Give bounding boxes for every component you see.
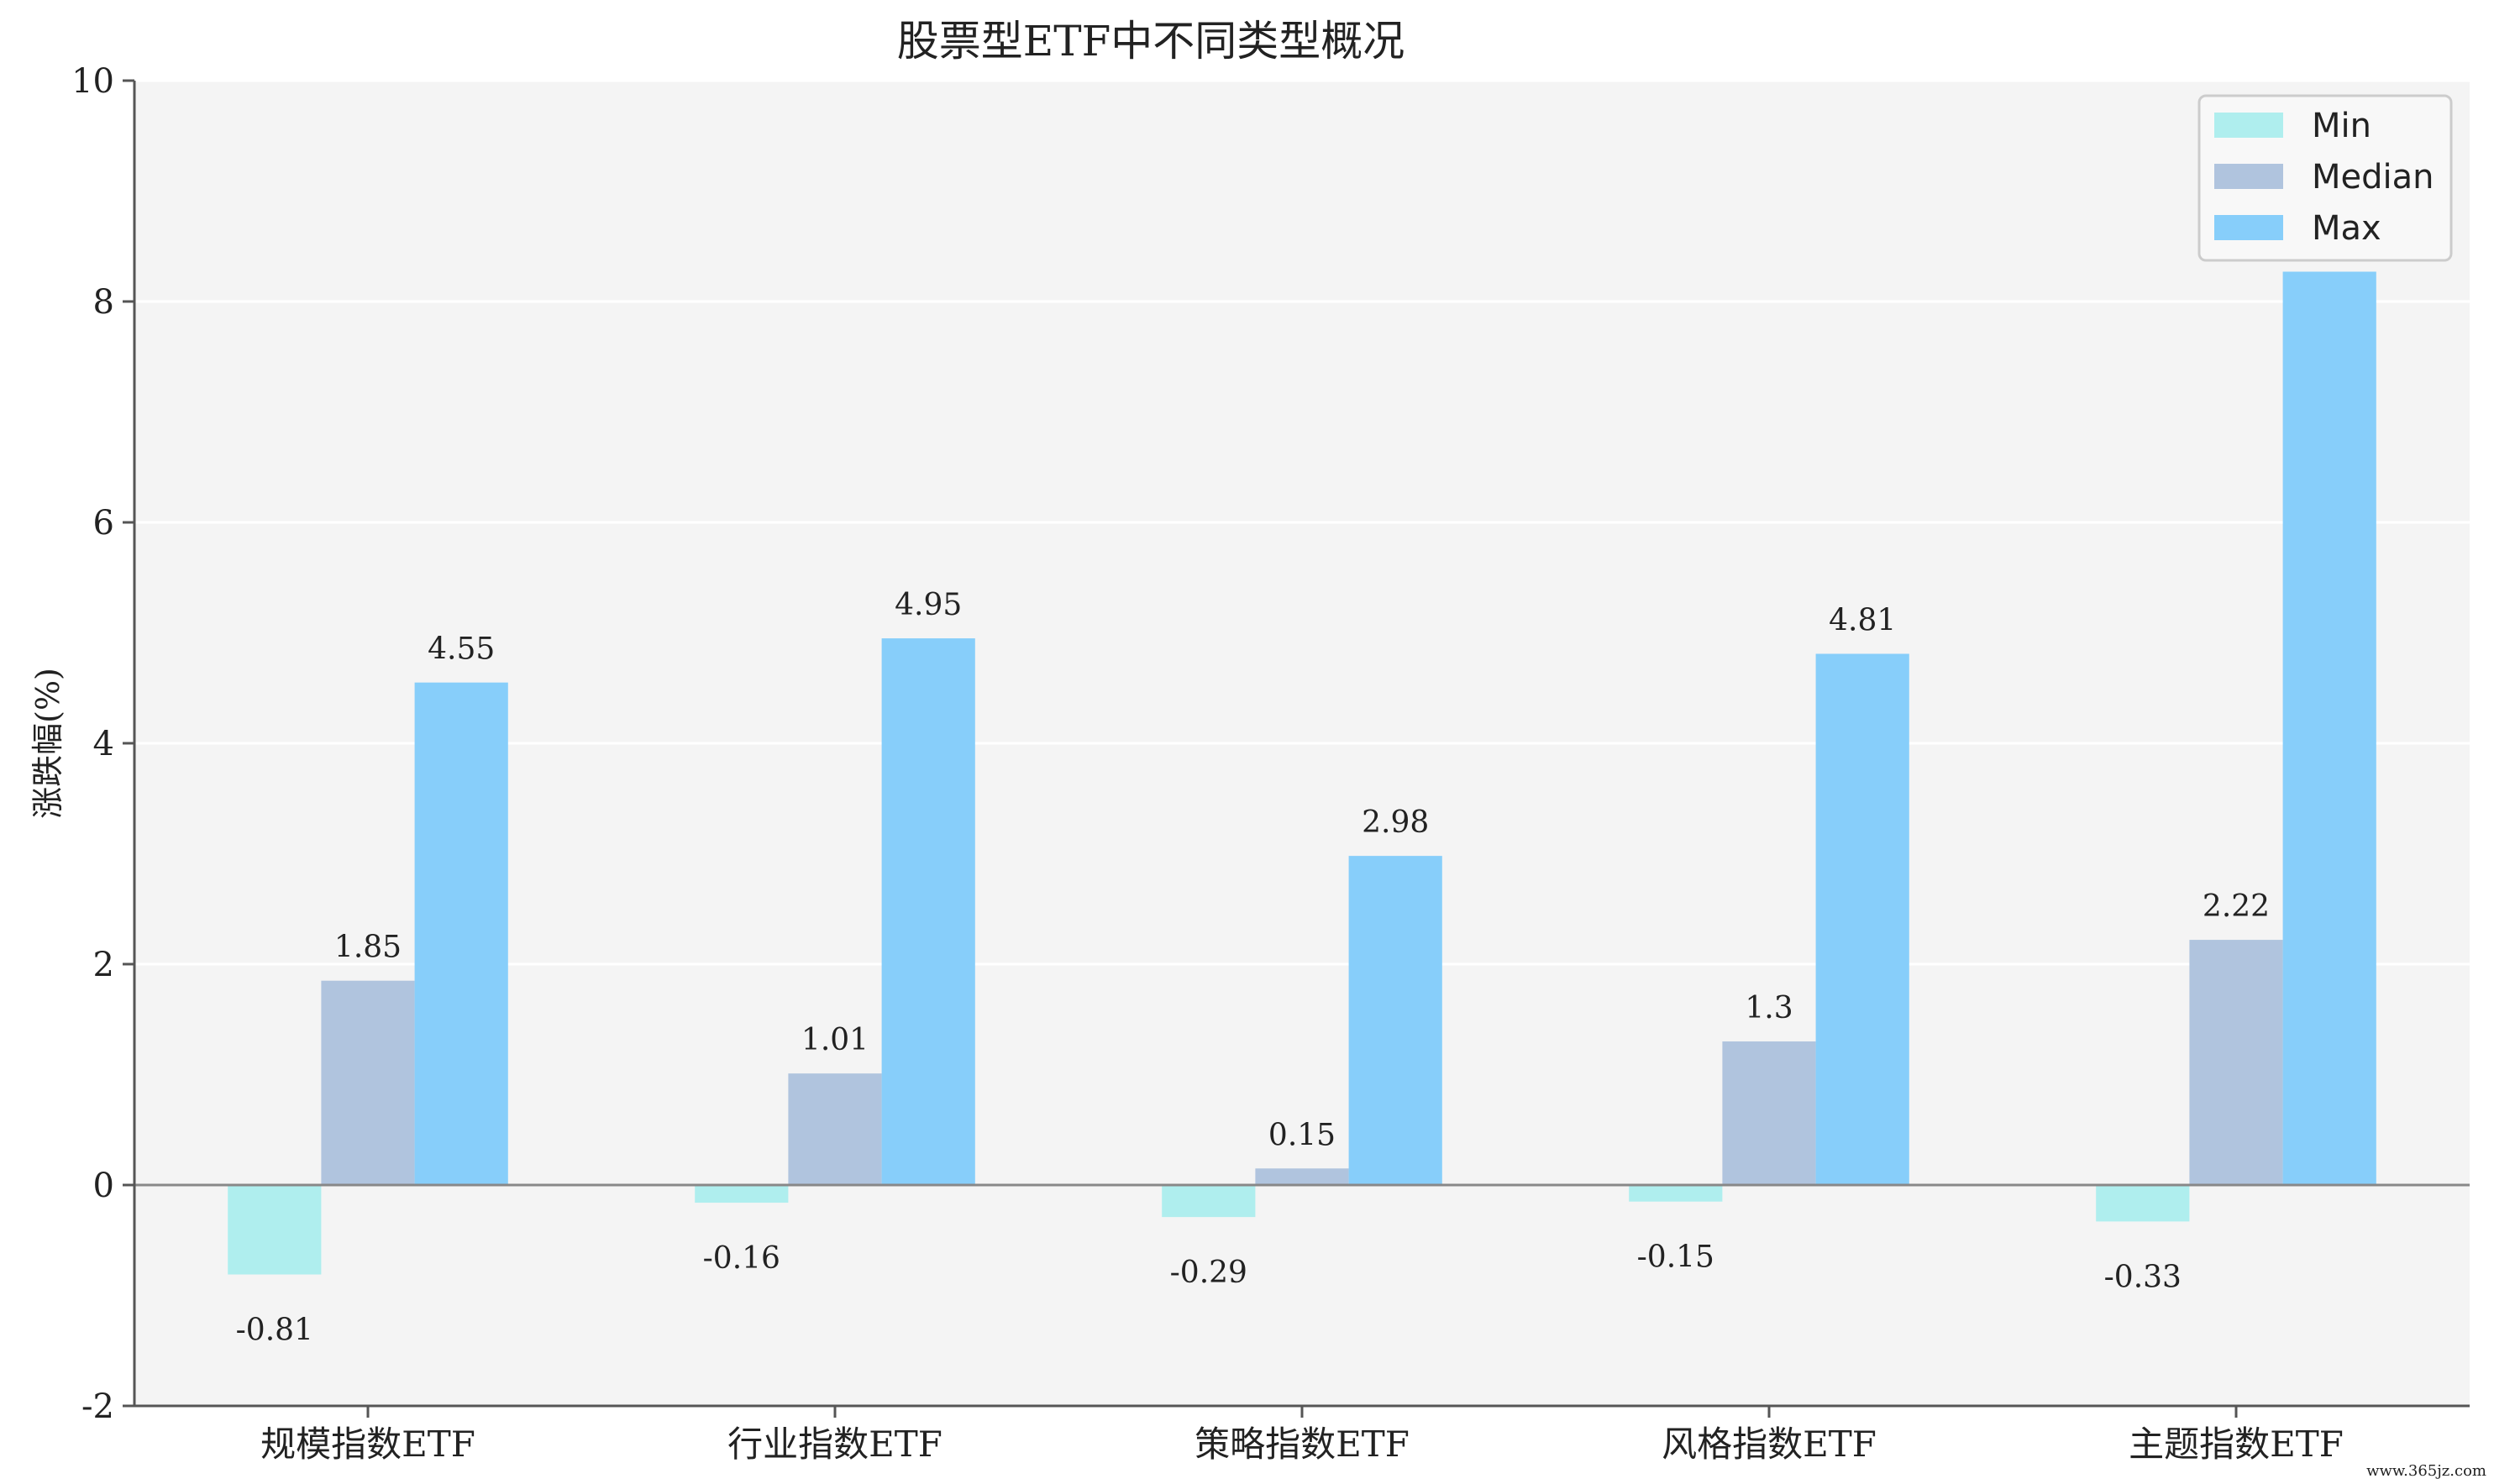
legend-label: Median [2312, 158, 2434, 197]
legend-swatch [2214, 215, 2283, 240]
bar-max [1815, 653, 1909, 1185]
y-tick-label: 4 [93, 725, 114, 763]
bar-median [2189, 940, 2283, 1185]
bar-max [1348, 856, 1442, 1185]
data-label: -0.33 [2104, 1260, 2182, 1294]
y-axis-label: 涨跌幅(%) [29, 668, 66, 819]
bar-max [2282, 271, 2376, 1185]
legend: Min Median Max [2197, 94, 2453, 262]
x-axis-ticks: 规模指数ETF 行业指数ETF 策略指数ETF 风格指数ETF 主题指数ETF [260, 1406, 2344, 1465]
y-tick-label: 6 [93, 504, 114, 543]
data-label: 4.95 [895, 588, 962, 622]
data-label: 1.01 [801, 1023, 869, 1057]
bars [228, 271, 2376, 1275]
bar-median [788, 1073, 882, 1185]
x-tick-label: 风格指数ETF [1662, 1424, 1877, 1465]
x-tick-label: 行业指数ETF [727, 1424, 942, 1465]
data-label: -0.16 [703, 1241, 780, 1276]
y-tick-label: 10 [71, 62, 114, 101]
bar-median [321, 980, 415, 1185]
bar-median [1255, 1168, 1349, 1185]
bar-median [1722, 1041, 1816, 1185]
legend-swatch [2214, 113, 2283, 138]
legend-swatch [2214, 164, 2283, 189]
data-label: 2.22 [2203, 889, 2270, 924]
data-label: 1.85 [334, 931, 402, 965]
data-label: 4.81 [1829, 603, 1896, 637]
y-tick-label: -2 [81, 1387, 114, 1426]
legend-label: Min [2312, 107, 2371, 145]
y-tick-label: 2 [93, 946, 114, 984]
data-label: -0.81 [236, 1314, 313, 1348]
watermark: www.365jz.com [2366, 1462, 2486, 1480]
bar-min [1629, 1185, 1723, 1202]
x-tick-label: 主题指数ETF [2129, 1424, 2344, 1465]
bar-min [2096, 1185, 2190, 1222]
bar-max [881, 638, 975, 1185]
bar-min [1162, 1185, 1256, 1218]
y-tick-label: 8 [93, 283, 114, 322]
data-label: -0.15 [1637, 1240, 1714, 1275]
chart-title: 股票型ETF中不同类型概况 [897, 17, 1405, 66]
x-tick-label: 规模指数ETF [260, 1424, 475, 1465]
y-tick-label: 0 [93, 1167, 114, 1205]
data-label: 0.15 [1268, 1118, 1336, 1152]
data-label: 4.55 [428, 632, 495, 667]
legend-label: Max [2312, 209, 2381, 248]
x-tick-label: 策略指数ETF [1194, 1424, 1410, 1465]
bar-max [414, 682, 508, 1185]
data-label: 1.3 [1745, 991, 1793, 1025]
y-axis-ticks: -2 0 2 4 6 8 10 [71, 62, 134, 1426]
bar-min [228, 1185, 322, 1275]
bar-min [695, 1185, 789, 1203]
data-label: -0.29 [1170, 1256, 1247, 1290]
data-label: 2.98 [1362, 805, 1429, 840]
